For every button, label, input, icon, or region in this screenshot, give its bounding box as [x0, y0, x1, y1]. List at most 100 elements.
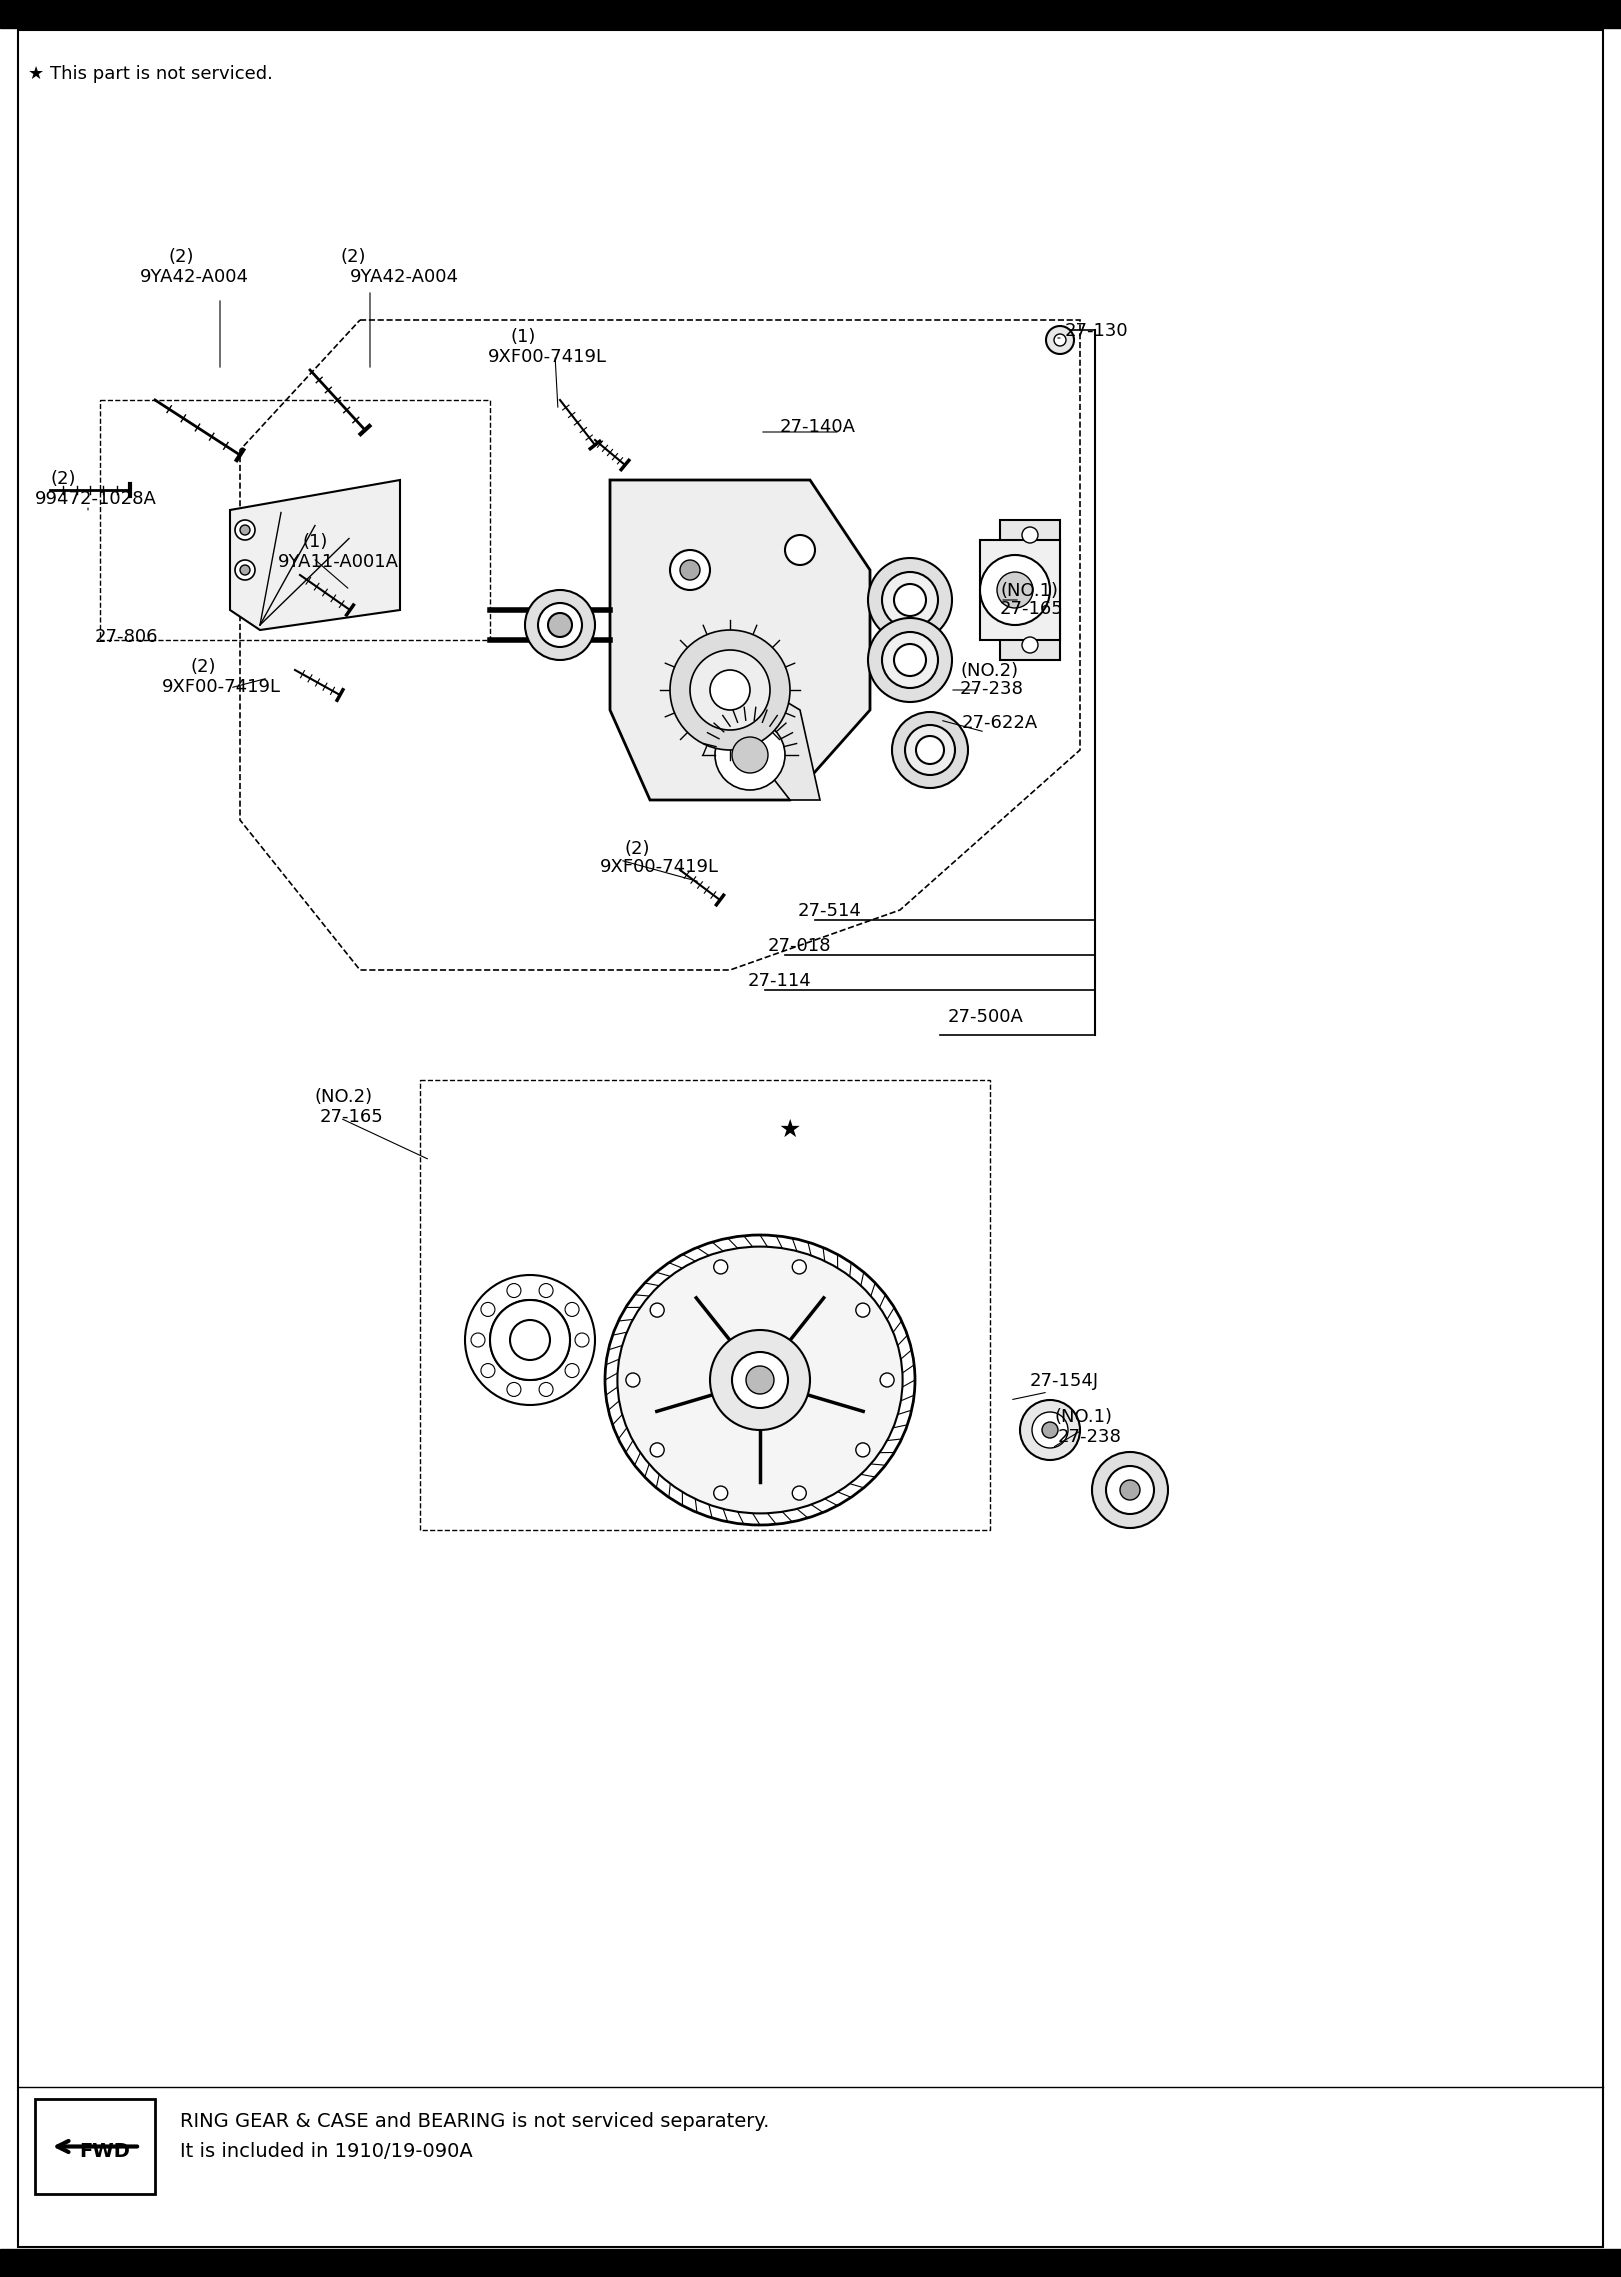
Circle shape: [715, 720, 785, 790]
Circle shape: [525, 590, 595, 660]
Circle shape: [472, 1332, 485, 1348]
Circle shape: [882, 633, 939, 688]
Circle shape: [548, 613, 572, 638]
Circle shape: [481, 1302, 494, 1316]
Bar: [0, 0, 1621, 27]
Circle shape: [1042, 1423, 1059, 1439]
Text: 9XF00-7419L: 9XF00-7419L: [600, 858, 720, 877]
Circle shape: [669, 551, 710, 590]
Text: 9YA11-A001A: 9YA11-A001A: [277, 553, 399, 572]
Bar: [1000, 519, 1060, 660]
Text: (NO.2): (NO.2): [960, 663, 1018, 681]
Circle shape: [511, 1321, 550, 1359]
Circle shape: [867, 617, 952, 701]
Text: 9YA42-A004: 9YA42-A004: [350, 269, 459, 287]
Circle shape: [880, 1373, 895, 1387]
Text: (NO.1): (NO.1): [1000, 583, 1059, 601]
Circle shape: [626, 1373, 640, 1387]
Text: (2): (2): [340, 248, 365, 266]
Circle shape: [235, 519, 254, 540]
Circle shape: [490, 1300, 571, 1380]
Circle shape: [1120, 1480, 1140, 1501]
Circle shape: [710, 669, 751, 710]
Circle shape: [679, 560, 700, 581]
Text: RING GEAR & CASE and BEARING is not serviced separatery.: RING GEAR & CASE and BEARING is not serv…: [180, 2113, 770, 2131]
Text: 27-165: 27-165: [319, 1109, 384, 1127]
Text: 9XF00-7419L: 9XF00-7419L: [488, 348, 606, 367]
Text: 9XF00-7419L: 9XF00-7419L: [162, 679, 280, 697]
Text: 27-165: 27-165: [1000, 601, 1063, 617]
Circle shape: [691, 649, 770, 731]
Circle shape: [650, 1444, 665, 1457]
Text: (2): (2): [626, 840, 650, 858]
Circle shape: [1021, 526, 1037, 542]
Text: (NO.1): (NO.1): [1055, 1407, 1114, 1425]
Text: (1): (1): [302, 533, 327, 551]
Circle shape: [793, 1259, 806, 1273]
Circle shape: [1054, 335, 1067, 346]
Text: 27-514: 27-514: [798, 902, 862, 920]
Circle shape: [540, 1284, 553, 1298]
Circle shape: [669, 631, 789, 749]
Text: 27-140A: 27-140A: [780, 419, 856, 435]
Bar: [0, 2250, 1621, 2277]
Text: (1): (1): [511, 328, 535, 346]
Text: 27-238: 27-238: [1059, 1428, 1122, 1446]
Circle shape: [1021, 638, 1037, 653]
Circle shape: [540, 1382, 553, 1396]
Text: ★: ★: [778, 1118, 801, 1143]
Circle shape: [916, 735, 943, 765]
Text: 27-238: 27-238: [960, 681, 1024, 699]
Circle shape: [1093, 1453, 1169, 1528]
Text: 27-130: 27-130: [1065, 321, 1128, 339]
Text: ★: ★: [28, 66, 44, 82]
Circle shape: [895, 583, 926, 617]
Circle shape: [538, 603, 582, 647]
Circle shape: [650, 1302, 665, 1316]
Circle shape: [1020, 1400, 1080, 1460]
Text: 27-154J: 27-154J: [1029, 1373, 1099, 1389]
Circle shape: [465, 1275, 595, 1405]
Circle shape: [1033, 1412, 1068, 1448]
Text: 99472-1028A: 99472-1028A: [36, 490, 157, 508]
Text: FWD: FWD: [79, 2143, 130, 2161]
Bar: [981, 540, 1060, 640]
Circle shape: [892, 713, 968, 788]
Circle shape: [1046, 326, 1075, 353]
Text: 27-500A: 27-500A: [948, 1009, 1024, 1027]
Circle shape: [856, 1444, 870, 1457]
Circle shape: [235, 560, 254, 581]
Text: 27-622A: 27-622A: [961, 715, 1037, 731]
Circle shape: [746, 1366, 773, 1394]
Circle shape: [1106, 1466, 1154, 1514]
Circle shape: [905, 724, 955, 774]
Circle shape: [507, 1382, 520, 1396]
Circle shape: [490, 1300, 571, 1380]
Circle shape: [895, 644, 926, 676]
Text: (2): (2): [169, 248, 193, 266]
Text: 27-806: 27-806: [96, 628, 159, 647]
Ellipse shape: [618, 1246, 903, 1514]
Circle shape: [882, 572, 939, 628]
Circle shape: [733, 738, 768, 772]
Circle shape: [713, 1487, 728, 1501]
Circle shape: [240, 526, 250, 535]
Text: It is included in 1910/19-090A: It is included in 1910/19-090A: [180, 2143, 473, 2161]
Circle shape: [856, 1302, 870, 1316]
Circle shape: [785, 535, 815, 565]
Circle shape: [240, 565, 250, 576]
Circle shape: [867, 558, 952, 642]
Circle shape: [733, 1353, 788, 1407]
Circle shape: [710, 1330, 810, 1430]
Text: (2): (2): [190, 658, 216, 676]
Circle shape: [507, 1284, 520, 1298]
Circle shape: [793, 1487, 806, 1501]
Circle shape: [481, 1364, 494, 1378]
Polygon shape: [609, 480, 870, 799]
Circle shape: [575, 1332, 588, 1348]
Text: This part is not serviced.: This part is not serviced.: [50, 66, 272, 82]
Text: (NO.2): (NO.2): [314, 1088, 373, 1107]
Circle shape: [997, 572, 1033, 608]
Circle shape: [566, 1364, 579, 1378]
Text: 27-114: 27-114: [747, 972, 812, 990]
